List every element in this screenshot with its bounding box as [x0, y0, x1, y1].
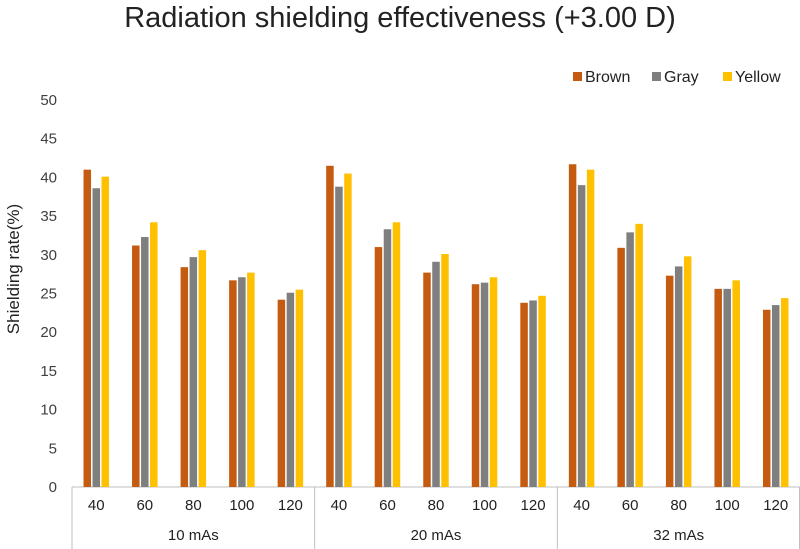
legend-label-brown: Brown [585, 69, 630, 86]
legend-swatch-gray [652, 72, 661, 81]
bar-yellow [247, 272, 255, 487]
bar-yellow [780, 298, 789, 487]
y-tick-label: 25 [40, 286, 57, 303]
x-tick-label: 100 [715, 497, 740, 514]
x-tick-label: 100 [472, 497, 497, 514]
bar-brown [714, 288, 722, 487]
bar-yellow [489, 277, 498, 487]
bar-brown [229, 280, 237, 487]
bar-gray [141, 237, 149, 487]
bar-yellow [198, 250, 207, 487]
bar-brown [180, 267, 189, 487]
bar-gray [771, 305, 780, 487]
x-tick-label: 100 [229, 497, 254, 514]
legend: Brown Gray Yellow [573, 69, 781, 86]
bar-gray [335, 186, 343, 487]
bar-brown [326, 165, 334, 488]
bar-yellow [586, 169, 595, 487]
bar-yellow [538, 295, 546, 487]
bar-gray [626, 232, 634, 487]
bar-gray [92, 188, 101, 488]
x-tick-label: 80 [185, 497, 202, 514]
y-tick-label: 40 [40, 169, 57, 186]
bar-gray [432, 261, 440, 487]
x-tick-label: 40 [88, 497, 105, 514]
x-tick-label: 60 [379, 497, 396, 514]
bar-yellow [150, 222, 158, 488]
legend-label-gray: Gray [664, 69, 699, 86]
bar-brown [762, 309, 771, 487]
bar-brown [83, 169, 92, 487]
y-tick-label: 35 [40, 208, 57, 225]
bar-gray [674, 266, 683, 487]
y-tick-label: 10 [40, 402, 57, 419]
chart-title: Radiation shielding effectiveness (+3.00… [124, 2, 676, 34]
y-tick-label: 45 [40, 131, 57, 148]
bar-yellow [441, 254, 449, 487]
x-tick-label: 80 [670, 497, 687, 514]
bar-brown [665, 275, 674, 487]
bar-brown [568, 164, 577, 488]
bar-gray [529, 300, 537, 487]
y-tick-label: 50 [40, 92, 57, 109]
bar-brown [277, 299, 286, 487]
bar-brown [617, 247, 625, 487]
bar-brown [423, 272, 431, 487]
x-tick-label: 40 [331, 497, 348, 514]
bar-brown [374, 247, 383, 487]
bar-gray [286, 292, 295, 487]
x-tick-label: 120 [278, 497, 303, 514]
x-tick-label: 80 [428, 497, 445, 514]
bar-yellow [392, 222, 401, 488]
x-tick-label: 40 [573, 497, 590, 514]
bar-yellow [295, 289, 304, 487]
legend-swatch-brown [573, 72, 582, 81]
y-tick-label: 5 [49, 440, 57, 457]
x-tick-label: 60 [622, 497, 639, 514]
x-tick-label: 120 [521, 497, 546, 514]
bar-yellow [635, 223, 643, 487]
y-tick-label: 15 [40, 363, 57, 380]
bar-yellow [732, 280, 740, 487]
group-label: 20 mAs [411, 527, 462, 544]
group-label: 32 mAs [653, 527, 704, 544]
bar-yellow [683, 256, 692, 487]
legend-swatch-yellow [723, 72, 732, 81]
group-label: 10 mAs [168, 527, 219, 544]
bar-gray [189, 257, 198, 487]
bars [83, 164, 789, 488]
bar-brown [520, 302, 528, 487]
bar-gray [577, 185, 586, 487]
bar-brown [132, 245, 140, 487]
y-axis-label: Shielding rate(%) [4, 204, 23, 334]
y-tick-label: 0 [49, 479, 57, 496]
bar-yellow [344, 173, 352, 487]
bar-gray [480, 282, 489, 487]
bar-brown [471, 284, 480, 487]
legend-label-yellow: Yellow [735, 69, 781, 86]
bar-gray [383, 229, 392, 487]
x-tick-label: 120 [763, 497, 788, 514]
x-tick-label: 60 [136, 497, 153, 514]
bar-yellow [101, 176, 110, 487]
bar-gray [723, 288, 731, 487]
y-tick-label: 20 [40, 324, 57, 341]
y-tick-label: 30 [40, 247, 57, 264]
bar-gray [238, 277, 246, 487]
